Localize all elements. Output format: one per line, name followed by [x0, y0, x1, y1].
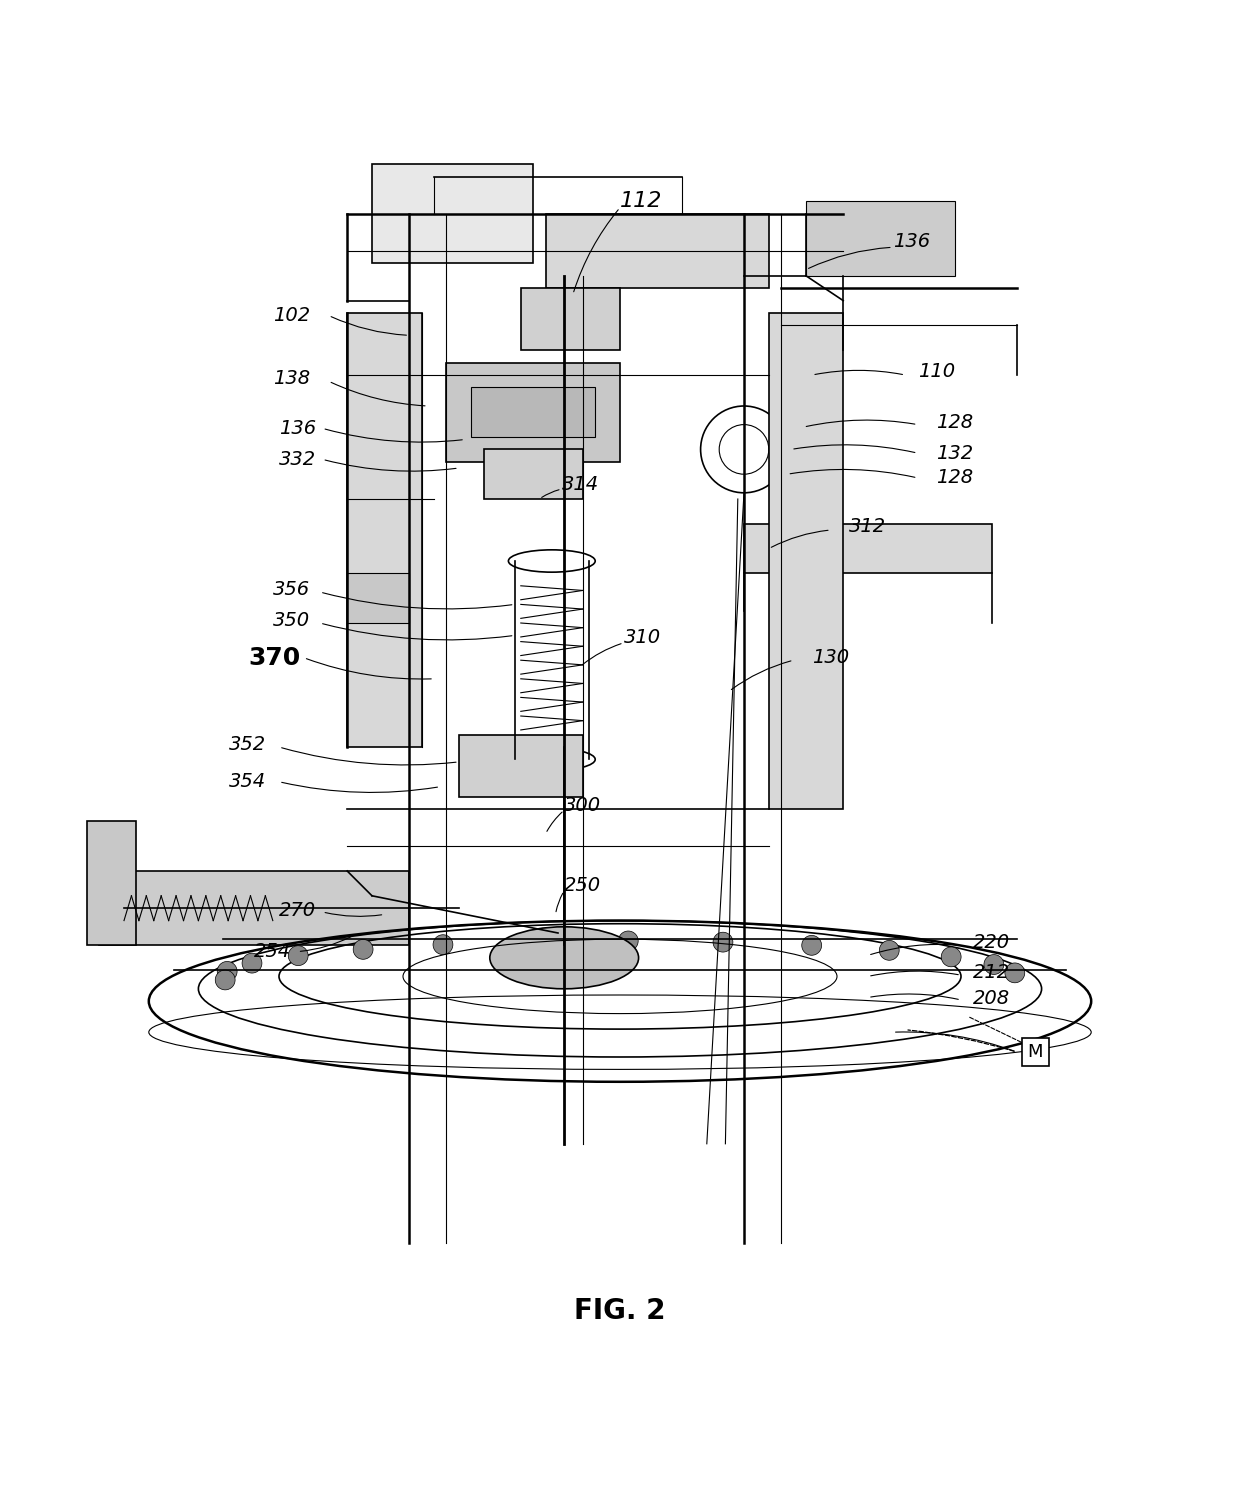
Circle shape	[1004, 964, 1024, 983]
Text: 128: 128	[936, 412, 973, 432]
Circle shape	[523, 932, 543, 952]
Text: 136: 136	[279, 418, 316, 438]
Bar	[471, 387, 595, 438]
Text: 270: 270	[279, 901, 316, 920]
Text: 250: 250	[564, 877, 601, 895]
Text: 128: 128	[936, 469, 973, 487]
Text: 354: 354	[229, 772, 267, 792]
Text: 132: 132	[936, 444, 973, 463]
Text: 138: 138	[273, 369, 310, 388]
Text: 352: 352	[229, 735, 267, 754]
Circle shape	[217, 962, 237, 982]
Bar	[484, 450, 583, 499]
Bar	[87, 822, 136, 946]
Text: 102: 102	[273, 306, 310, 326]
Circle shape	[985, 955, 1004, 974]
Text: 312: 312	[849, 517, 887, 536]
Circle shape	[713, 932, 733, 952]
Ellipse shape	[490, 926, 639, 989]
Circle shape	[288, 946, 308, 965]
Text: 350: 350	[273, 611, 310, 630]
Circle shape	[433, 935, 453, 955]
Text: M: M	[1028, 1043, 1043, 1061]
Text: 332: 332	[279, 450, 316, 469]
Text: 254: 254	[254, 943, 291, 961]
Bar	[99, 871, 409, 946]
Text: 112: 112	[620, 191, 662, 211]
Text: 300: 300	[564, 796, 601, 814]
Text: 208: 208	[973, 989, 1011, 1008]
Bar	[446, 363, 620, 462]
Text: 136: 136	[893, 232, 930, 251]
Circle shape	[216, 970, 236, 991]
Bar	[546, 214, 769, 288]
Text: 212: 212	[973, 964, 1011, 982]
Text: 310: 310	[624, 629, 661, 647]
Circle shape	[879, 940, 899, 961]
Bar	[806, 202, 955, 276]
Bar	[744, 524, 992, 574]
Circle shape	[353, 940, 373, 959]
Bar	[521, 288, 620, 350]
Circle shape	[242, 953, 262, 973]
Bar	[769, 314, 843, 808]
Text: 110: 110	[918, 362, 955, 381]
Circle shape	[619, 931, 639, 950]
Circle shape	[941, 947, 961, 967]
Bar	[372, 164, 533, 263]
Circle shape	[802, 935, 822, 955]
Bar	[347, 574, 409, 623]
Text: 314: 314	[562, 475, 599, 493]
Text: 130: 130	[812, 648, 849, 668]
Text: FIG. 2: FIG. 2	[574, 1297, 666, 1325]
Text: 370: 370	[248, 645, 300, 669]
Bar	[347, 314, 422, 747]
Text: 356: 356	[273, 580, 310, 599]
Bar	[459, 735, 583, 796]
Text: 220: 220	[973, 934, 1011, 952]
